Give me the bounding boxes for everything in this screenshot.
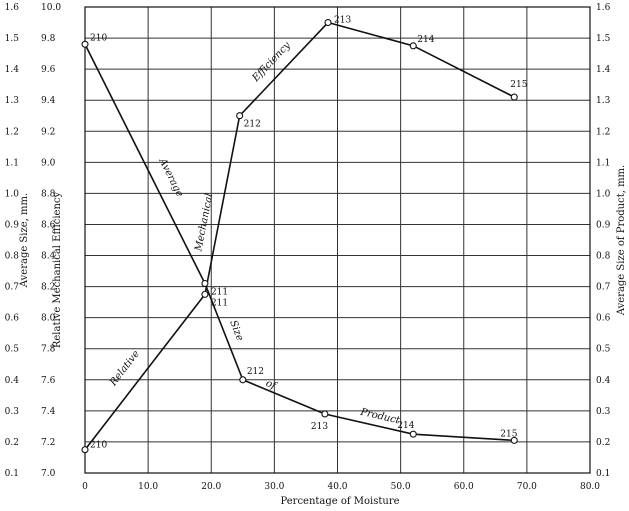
gridlines <box>85 7 590 473</box>
y-tick-label-size: 0.7 <box>5 283 20 293</box>
y-tick-label-right: 1.5 <box>596 34 611 44</box>
y-tick-label-size: 1.6 <box>5 3 20 13</box>
curve-label-size: Size <box>227 319 245 343</box>
y-tick-label-size: 0.2 <box>5 438 19 448</box>
y-tick-label-right: 1.0 <box>596 189 611 199</box>
y-tick-label-efficiency: 8.6 <box>41 220 56 230</box>
series-efficiency-line <box>84 21 515 451</box>
y-axis-label-size: Average Size, mm. <box>19 193 30 288</box>
series-size-point <box>409 430 417 438</box>
y-tick-label-efficiency: 7.0 <box>41 469 56 479</box>
series-efficiency-point <box>409 42 417 50</box>
y-tick-label-efficiency: 7.8 <box>41 345 56 355</box>
y-tick-label-size: 0.5 <box>5 345 20 355</box>
curve-label-efficiency: Mechanical <box>193 193 215 254</box>
series-efficiency-point <box>324 18 332 27</box>
point-label: 215 <box>500 429 517 439</box>
curve-label-efficiency: Efficiency <box>250 40 293 85</box>
y-tick-label-right: 0.6 <box>596 314 611 324</box>
x-tick-label: 30.0 <box>264 482 284 492</box>
point-label: 214 <box>417 35 434 45</box>
series-efficiency-point <box>81 446 89 454</box>
y-tick-label-right: 0.7 <box>596 283 611 293</box>
y-tick-label-efficiency: 9.0 <box>41 158 56 168</box>
y-tick-label-efficiency: 8.4 <box>41 252 56 262</box>
y-tick-label-right: 1.2 <box>596 127 610 137</box>
series-lines <box>81 18 518 454</box>
series-efficiency-point <box>201 290 209 298</box>
series-size-point <box>239 376 247 384</box>
y-tick-label-right: 0.4 <box>596 376 611 386</box>
y-tick-label-size: 0.6 <box>5 314 20 324</box>
y-tick-label-size: 0.9 <box>5 220 20 230</box>
y-tick-label-size: 0.3 <box>5 407 20 417</box>
plot-frame <box>84 6 591 474</box>
y-tick-label-efficiency: 8.8 <box>41 189 56 199</box>
point-label: 213 <box>334 16 351 26</box>
y-tick-label-efficiency: 9.6 <box>41 65 56 75</box>
y-tick-label-efficiency: 8.0 <box>41 314 56 324</box>
x-tick-label: 50.0 <box>391 482 411 492</box>
series-size-point <box>510 436 518 444</box>
point-label: 210 <box>90 33 107 43</box>
curve-and-point-labels: 210211212213214215RelativeMechanicalEffi… <box>90 16 528 451</box>
point-label: 211 <box>211 287 228 297</box>
y-tick-label-right: 0.3 <box>596 407 611 417</box>
series-size-point <box>321 410 329 418</box>
x-tick-label: 80.0 <box>580 482 600 492</box>
y-tick-label-right: 1.1 <box>596 158 610 168</box>
y-tick-label-right: 0.5 <box>596 345 611 355</box>
y-tick-label-right: 0.8 <box>596 252 611 262</box>
series-efficiency-point <box>510 93 518 101</box>
point-label: 214 <box>397 421 414 431</box>
x-tick-label: 40.0 <box>327 482 347 492</box>
point-label: 210 <box>90 441 107 451</box>
x-axis-label: Percentage of Moisture <box>280 496 399 507</box>
series-size-line <box>84 43 515 442</box>
y-tick-label-right: 0.2 <box>596 438 610 448</box>
y-tick-label-efficiency: 9.8 <box>41 34 56 44</box>
y-tick-label-efficiency: 10.0 <box>41 3 61 13</box>
tick-labels: 0 10.0 20.0 30.0 40.0 50.0 60.0 70.0 80.0 0.1 0.2 0… <box>5 3 611 492</box>
y-tick-label-size: 1.1 <box>5 158 19 168</box>
point-label: 215 <box>510 80 527 90</box>
point-label: 211 <box>211 298 228 308</box>
y-axis-label-efficiency: Relative Mechanical Efficiency <box>52 191 63 348</box>
y-tick-label-right: 1.4 <box>596 65 611 75</box>
y-tick-label-size: 1.3 <box>5 96 20 106</box>
x-tick-label: 60.0 <box>454 482 474 492</box>
y-tick-label-right: 0.1 <box>596 469 610 479</box>
y-tick-label-size: 1.5 <box>5 34 20 44</box>
y-tick-label-right: 1.6 <box>596 3 611 13</box>
series-size-point <box>81 40 89 48</box>
point-label: 212 <box>244 120 261 130</box>
y-tick-label-size: 1.0 <box>5 189 20 199</box>
x-tick-label: 70.0 <box>517 482 537 492</box>
y-tick-label-efficiency: 7.6 <box>41 376 56 386</box>
y-tick-label-size: 0.4 <box>5 376 20 386</box>
y-tick-label-right: 1.3 <box>596 96 611 106</box>
point-label: 212 <box>247 367 264 377</box>
y-tick-label-efficiency: 8.2 <box>41 283 55 293</box>
series-efficiency-point <box>236 112 244 120</box>
y-tick-label-efficiency: 7.4 <box>41 407 56 417</box>
y-tick-label-size: 1.2 <box>5 127 19 137</box>
y-tick-label-size: 1.4 <box>5 65 20 75</box>
x-tick-label: 20.0 <box>201 482 221 492</box>
y-tick-label-size: 0.1 <box>5 469 19 479</box>
x-tick-label: 0 <box>82 482 88 492</box>
y-tick-label-efficiency: 9.2 <box>41 127 55 137</box>
y-tick-label-efficiency: 7.2 <box>41 438 55 448</box>
series-size-point <box>201 279 209 288</box>
y-tick-label-efficiency: 9.4 <box>41 96 56 106</box>
y-axis-label-right: Average Size of Product, mm. <box>616 165 627 316</box>
y-tick-label-right: 0.9 <box>596 220 611 230</box>
point-label: 213 <box>311 422 328 432</box>
y-tick-label-size: 0.8 <box>5 252 20 262</box>
x-tick-label: 10.0 <box>138 482 158 492</box>
